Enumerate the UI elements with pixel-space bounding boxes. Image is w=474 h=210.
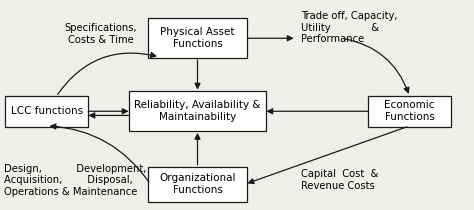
FancyBboxPatch shape: [148, 167, 247, 202]
Text: Physical Asset
Functions: Physical Asset Functions: [160, 28, 235, 49]
Text: LCC functions: LCC functions: [10, 106, 82, 116]
Text: Economic
Functions: Economic Functions: [384, 100, 435, 122]
Text: Design,           Development,
Acquisition,        Disposal,
Operations & Mainte: Design, Development, Acquisition, Dispos…: [4, 164, 146, 197]
Text: Reliability, Availability &
Maintainability: Reliability, Availability & Maintainabil…: [134, 100, 261, 122]
Text: Organizational
Functions: Organizational Functions: [159, 173, 236, 195]
Text: Specifications,
Costs & Time: Specifications, Costs & Time: [64, 23, 137, 45]
FancyBboxPatch shape: [129, 91, 266, 131]
Text: Trade off, Capacity,
Utility             &
Performance: Trade off, Capacity, Utility & Performan…: [301, 11, 398, 44]
FancyBboxPatch shape: [5, 96, 88, 127]
FancyBboxPatch shape: [368, 96, 451, 127]
FancyBboxPatch shape: [148, 18, 247, 58]
Text: Capital  Cost  &
Revenue Costs: Capital Cost & Revenue Costs: [301, 169, 379, 191]
